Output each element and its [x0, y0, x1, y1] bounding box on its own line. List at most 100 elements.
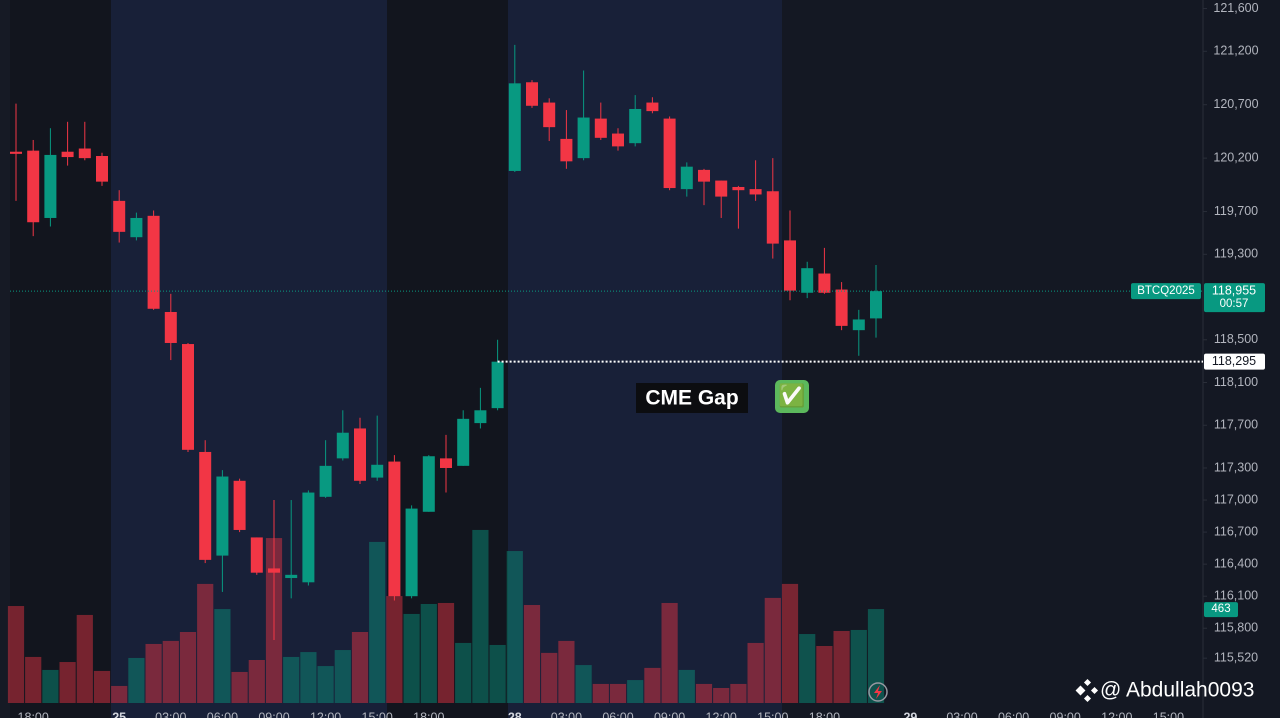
symbol-tag-label: BTCQ2025 [1137, 285, 1195, 297]
price-tag [1204, 283, 1265, 313]
session-shade [111, 0, 387, 718]
x-tick-label: 03:00 [551, 710, 582, 718]
annotation: CME Gap [645, 387, 738, 410]
volume-bar [351, 631, 369, 703]
x-tick-label: 03:00 [155, 710, 186, 718]
volume-bar [317, 666, 334, 703]
candle-body [870, 291, 882, 319]
candle-body [422, 456, 435, 512]
x-tick-label: 06:00 [602, 710, 633, 718]
x-tick-label: 29 [903, 710, 917, 718]
volume-bar [111, 685, 128, 703]
x-tick-label: 03:00 [946, 710, 977, 718]
volume-bar [472, 529, 489, 703]
candle-body [715, 180, 728, 197]
candle-body [96, 155, 108, 182]
y-tick-label: 115,520 [1214, 650, 1258, 664]
volume-bar [781, 583, 799, 703]
y-tick-label: 117,300 [1214, 460, 1258, 474]
candle-body [216, 476, 229, 556]
symbol-tag [1131, 283, 1201, 300]
candle-body [818, 273, 831, 293]
candle-body [199, 451, 212, 560]
x-tick-label: 06:00 [998, 710, 1029, 718]
candle-body [10, 151, 22, 154]
annotation-box [636, 383, 748, 413]
y-tick-label: 115,800 [1214, 621, 1258, 635]
candle-body [732, 186, 745, 191]
candle-body [164, 311, 177, 343]
volume-bar [644, 667, 661, 703]
x-tick-label: 09:00 [1050, 710, 1081, 718]
candle-body [44, 154, 57, 218]
candle-body [78, 148, 91, 159]
x-tick-label: 12:00 [706, 710, 737, 718]
lightning-icon[interactable] [868, 682, 888, 702]
volume-bar [25, 656, 42, 703]
volume-bar [661, 602, 678, 703]
volume-bar [231, 671, 248, 703]
candle-body [491, 361, 504, 409]
candle-body [61, 151, 74, 158]
candle-body [835, 289, 848, 326]
x-tick-label: 12:00 [310, 710, 341, 718]
volume-bar [575, 665, 592, 703]
volume-bar [489, 644, 506, 703]
session-shade [10, 0, 111, 718]
volume-bar [764, 597, 781, 703]
candle-body [663, 118, 676, 189]
volume-bar [867, 609, 885, 703]
volume-bar [162, 640, 179, 703]
candle-body [526, 82, 538, 106]
y-tick-label: 121,600 [1213, 1, 1258, 15]
annotation: ✅ [778, 383, 805, 408]
marks: 121,600 121,200 120,700 120,200 119,700 119,3… [7, 1, 1265, 718]
volume-bar [747, 642, 764, 703]
candle-body [629, 108, 642, 144]
candle-body [612, 133, 624, 147]
session-shade [782, 0, 1203, 718]
volume-bar [248, 659, 265, 703]
volume-bar [695, 683, 713, 703]
candle-body [852, 319, 865, 331]
candle-body [354, 428, 366, 481]
candle-body [440, 458, 452, 468]
price-tag-label: 118,955 [1212, 283, 1256, 297]
candle-body [457, 418, 470, 466]
candle-body [302, 492, 315, 583]
volume-bar [678, 669, 695, 703]
volume-bar [437, 602, 455, 703]
y-tick-label: 120,200 [1213, 150, 1258, 164]
candle-body [233, 480, 246, 530]
x-tick-label: 12:00 [1101, 710, 1132, 718]
candle-body [319, 465, 332, 497]
candle-body [698, 169, 710, 182]
volume-bar [420, 603, 437, 703]
volume-bar [609, 683, 627, 703]
y-tick-label: 119,700 [1214, 204, 1258, 218]
volume-bar [816, 645, 833, 703]
candle-body [749, 189, 762, 195]
volume-tag [1204, 602, 1238, 618]
x-tick-label: 15:00 [757, 710, 788, 718]
candle-body [784, 240, 796, 291]
volume-bar [386, 596, 403, 703]
countdown: 00:57 [1220, 298, 1249, 310]
volume-bar [558, 640, 575, 703]
volume-bar [128, 657, 145, 703]
volume-bar [93, 670, 111, 703]
y-tick-label: 117,700 [1214, 418, 1258, 432]
candle-body [27, 150, 40, 223]
volume-bar [369, 541, 386, 703]
y-tick-label: 116,100 [1214, 588, 1258, 602]
lightning-glyph [874, 685, 882, 699]
volume-bar [403, 613, 420, 703]
volume-bar [283, 656, 300, 703]
candle-body [268, 568, 280, 573]
candle-body [250, 537, 263, 573]
volume-bar [730, 683, 747, 703]
candle-body [130, 217, 143, 238]
x-tick-label: 09:00 [654, 710, 685, 718]
volume-bar [59, 662, 76, 703]
y-tick-label: 116,400 [1214, 556, 1258, 570]
